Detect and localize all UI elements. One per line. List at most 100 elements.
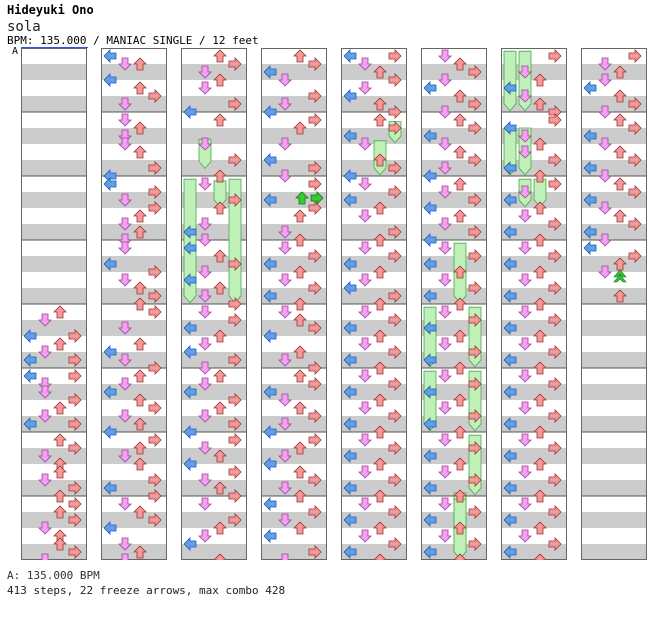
beat-band — [261, 272, 327, 288]
step-arrow-right — [388, 225, 402, 239]
step-arrow-up — [213, 73, 227, 87]
step-arrow-up — [293, 313, 307, 327]
beat-band — [501, 208, 567, 224]
step-arrow-down — [438, 241, 452, 255]
step-arrow-right — [68, 393, 82, 407]
step-arrow-right — [148, 185, 162, 199]
step-arrow-right — [68, 441, 82, 455]
step-arrow-right — [628, 217, 642, 231]
step-arrow-up — [373, 233, 387, 247]
step-arrow-left — [583, 161, 597, 175]
step-arrow-left — [183, 321, 197, 335]
step-arrow-down — [118, 553, 132, 560]
step-arrow-left — [503, 481, 517, 495]
column-border — [261, 48, 327, 560]
step-arrow-right — [388, 105, 402, 119]
step-arrow-up — [533, 329, 547, 343]
step-arrow-right — [308, 505, 322, 519]
beat-band — [581, 272, 647, 288]
step-arrow-down — [438, 161, 452, 175]
step-arrow-up — [613, 209, 627, 223]
step-arrow-right — [388, 313, 402, 327]
beat-band — [261, 112, 327, 128]
step-arrow-right — [228, 297, 242, 311]
step-arrow-up — [533, 73, 547, 87]
beat-band — [341, 352, 407, 368]
step-arrow-left — [503, 225, 517, 239]
step-arrow-up — [133, 145, 147, 159]
beat-band — [101, 256, 167, 272]
step-arrow-left — [503, 121, 517, 135]
chart-col-3 — [181, 48, 247, 560]
step-arrow-down — [278, 353, 292, 367]
beat-band — [181, 384, 247, 400]
step-arrow-left — [183, 537, 197, 551]
beat-band — [501, 288, 567, 304]
beat-band — [341, 480, 407, 496]
beat-band — [501, 64, 567, 80]
step-arrow-left — [183, 241, 197, 255]
beat-band — [581, 320, 647, 336]
step-arrow-right — [228, 433, 242, 447]
step-arrow-left — [343, 193, 357, 207]
step-arrow-right — [308, 113, 322, 127]
step-arrow-left — [23, 369, 37, 383]
beat-band — [101, 240, 167, 256]
step-arrow-right — [468, 409, 482, 423]
step-arrow-up — [373, 297, 387, 311]
step-arrow-down — [118, 113, 132, 127]
step-arrow-left — [423, 545, 437, 559]
column-border — [21, 48, 87, 560]
step-arrow-up — [53, 537, 67, 551]
step-arrow-up — [213, 449, 227, 463]
step-arrow-down — [518, 241, 532, 255]
step-arrow-up — [373, 457, 387, 471]
step-arrow-left — [423, 233, 437, 247]
beat-band — [21, 416, 87, 432]
step-arrow-right — [228, 465, 242, 479]
step-arrow-down — [598, 169, 612, 183]
beat-band — [181, 432, 247, 448]
step-arrow-down — [118, 57, 132, 71]
beat-band — [421, 160, 487, 176]
step-arrow-right — [628, 49, 642, 63]
step-arrow-right — [468, 441, 482, 455]
step-arrow-up — [613, 113, 627, 127]
beat-band — [21, 352, 87, 368]
step-arrow-down — [358, 273, 372, 287]
step-arrow-left — [503, 513, 517, 527]
beat-band — [501, 480, 567, 496]
step-arrow-left — [183, 425, 197, 439]
step-arrow-up — [133, 457, 147, 471]
step-arrow-down — [118, 193, 132, 207]
beat-band — [21, 224, 87, 240]
beat-band — [501, 256, 567, 272]
step-arrow-right — [148, 305, 162, 319]
step-arrow-up — [453, 457, 467, 471]
step-arrow-down — [438, 465, 452, 479]
step-arrow-left — [423, 321, 437, 335]
step-arrow-right — [468, 377, 482, 391]
step-arrow-right — [548, 113, 562, 127]
step-arrow-down — [118, 217, 132, 231]
step-arrow-down — [38, 409, 52, 423]
step-arrow-down — [438, 305, 452, 319]
step-arrow-down — [438, 137, 452, 151]
beat-band — [501, 240, 567, 256]
step-arrow-up — [213, 369, 227, 383]
col-8-svg — [581, 48, 647, 560]
beat-band — [341, 256, 407, 272]
col-3-svg — [181, 48, 247, 560]
step-arrow-right — [308, 281, 322, 295]
beat-band — [181, 320, 247, 336]
beat-band — [21, 80, 87, 96]
step-arrow-down — [518, 401, 532, 415]
beat-band — [101, 160, 167, 176]
beat-band — [421, 80, 487, 96]
beat-band — [421, 96, 487, 112]
beat-band — [101, 304, 167, 320]
bpm-summary: A: 135.000 BPM — [7, 569, 100, 582]
step-arrow-up — [213, 249, 227, 263]
step-arrow-left — [183, 345, 197, 359]
step-arrow-down — [358, 81, 372, 95]
